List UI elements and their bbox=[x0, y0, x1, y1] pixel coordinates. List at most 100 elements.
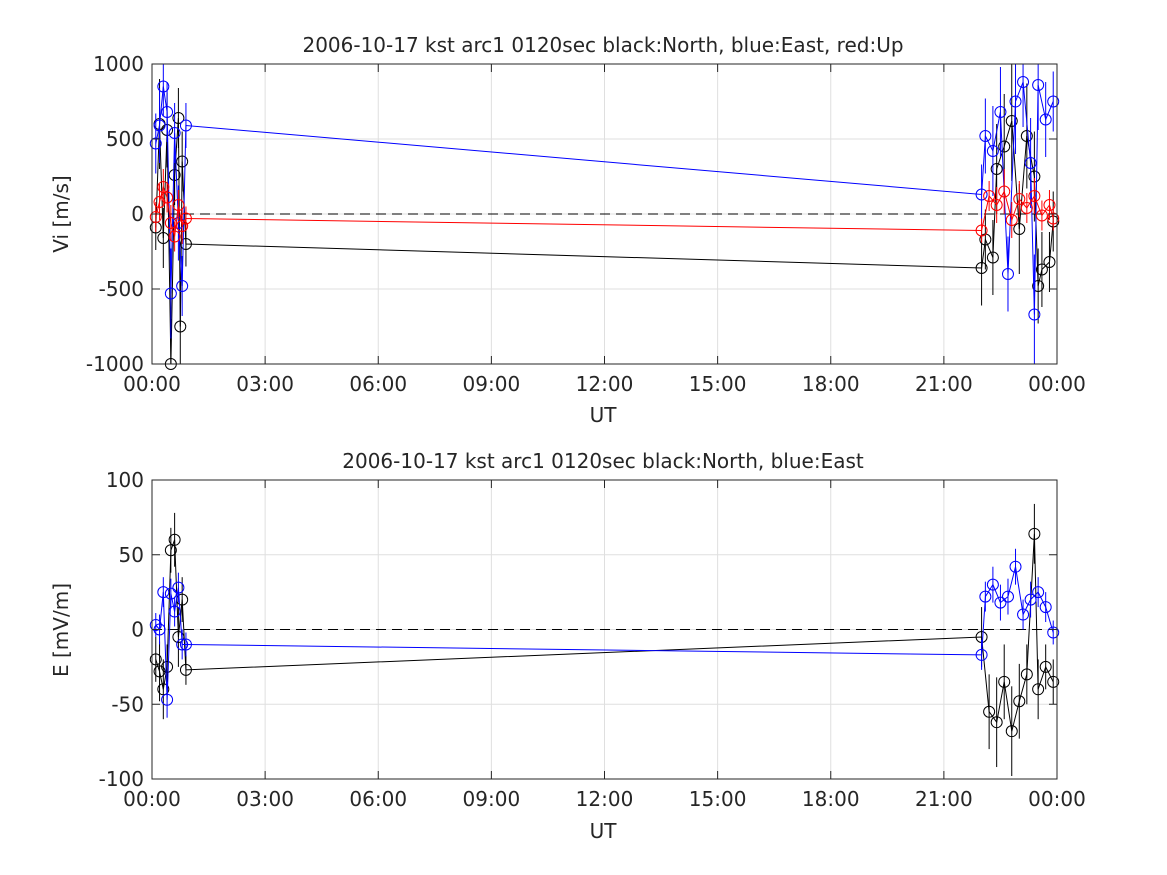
e-x-tick-label: 09:00 bbox=[463, 787, 521, 811]
e-series-north-point bbox=[149, 653, 162, 666]
vi-series-up-point bbox=[161, 191, 174, 204]
vi-series-up-point bbox=[1028, 190, 1041, 202]
e-x-tick-label: 00:00 bbox=[1028, 787, 1086, 811]
vi-chart-title: 2006-10-17 kst arc1 0120sec black:North,… bbox=[302, 33, 903, 57]
vi-y-tick-label: 0 bbox=[131, 202, 144, 226]
vi-x-tick-label: 03:00 bbox=[236, 372, 294, 396]
e-x-tick-label: 03:00 bbox=[236, 787, 294, 811]
vi-series-east-point bbox=[179, 119, 192, 132]
e-y-tick-label: 100 bbox=[106, 468, 144, 492]
vi-y-axis-label: Vi [m/s] bbox=[49, 175, 73, 252]
e-x-tick-label: 12:00 bbox=[576, 787, 634, 811]
e-series-north-point bbox=[1039, 660, 1052, 673]
vi-series-up-point bbox=[153, 196, 166, 208]
vi-series-north-point bbox=[1013, 223, 1026, 235]
e-series-east-point bbox=[994, 596, 1007, 609]
e-series-north-line bbox=[155, 533, 1054, 732]
vi-series-east-point bbox=[168, 127, 181, 139]
vi-series-east-point bbox=[1047, 95, 1060, 108]
vi-y-tick-label: -1000 bbox=[86, 352, 144, 376]
vi-x-tick-label: 12:00 bbox=[576, 372, 634, 396]
vi-series-east-point bbox=[164, 287, 177, 300]
vi-series-north-point bbox=[176, 155, 189, 168]
vi-series-up-point bbox=[179, 212, 192, 225]
e-series-north-point bbox=[153, 665, 166, 678]
vi-series-east-point bbox=[1001, 268, 1014, 280]
vi-series-north-point bbox=[1020, 130, 1033, 142]
vi-y-tick-label: -500 bbox=[99, 277, 144, 301]
vi-series-up-point bbox=[1047, 212, 1060, 225]
vi-x-tick-label: 18:00 bbox=[802, 372, 860, 396]
vi-series-up-point bbox=[990, 199, 1003, 211]
e-series-east-point bbox=[1017, 608, 1030, 621]
vi-x-tick-label: 00:00 bbox=[123, 372, 181, 396]
vi-x-tick-label: 15:00 bbox=[689, 372, 747, 396]
vi-x-axis-label: UT bbox=[590, 403, 618, 427]
vi-series-up-line bbox=[155, 185, 1054, 237]
e-series-north-point bbox=[990, 716, 1003, 729]
e-series-north-point bbox=[168, 533, 181, 546]
e-y-tick-label: -50 bbox=[111, 692, 144, 716]
vi-series-east-point bbox=[979, 130, 992, 142]
e-series-north-point bbox=[1005, 725, 1018, 738]
vi-series-north-point bbox=[179, 238, 192, 250]
vi-series-up-point bbox=[1035, 209, 1048, 222]
e-series-north-point bbox=[983, 705, 996, 718]
e-y-tick-label: 50 bbox=[119, 543, 144, 567]
e-series-east-point bbox=[1039, 601, 1052, 614]
e-series-east-point bbox=[975, 648, 988, 661]
e-x-tick-label: 15:00 bbox=[689, 787, 747, 811]
vi-panel: 2006-10-17 kst arc1 0120sec black:North,… bbox=[49, 33, 1086, 427]
vi-series-up bbox=[149, 169, 1060, 252]
e-series-east-point bbox=[168, 605, 181, 618]
vi-series-east-point bbox=[157, 80, 170, 93]
e-series-east-point bbox=[986, 578, 999, 591]
e-series-north-point bbox=[164, 544, 177, 557]
vi-series-up-point bbox=[149, 211, 162, 223]
e-field-panel: 2006-10-17 kst arc1 0120sec black:North,… bbox=[49, 449, 1086, 843]
vi-series-north-point bbox=[157, 232, 170, 244]
vi-series-north-point bbox=[975, 262, 988, 274]
e-series-east-point bbox=[172, 581, 185, 594]
e-x-tick-label: 00:00 bbox=[123, 787, 181, 811]
vi-x-tick-label: 09:00 bbox=[463, 372, 521, 396]
e-series-east-point bbox=[1032, 586, 1045, 599]
e-series-north-point bbox=[1032, 683, 1045, 696]
e-x-tick-label: 21:00 bbox=[915, 787, 973, 811]
vi-series-east bbox=[149, 64, 1060, 364]
vi-series-north-point bbox=[1032, 280, 1045, 292]
vi-series-east-point bbox=[1024, 157, 1037, 169]
vi-series-up-point bbox=[1013, 193, 1026, 205]
e-series-north-point bbox=[1028, 527, 1041, 540]
vi-series-up-point bbox=[176, 220, 189, 232]
vi-series-up-point bbox=[1005, 214, 1018, 226]
e-x-axis-label: UT bbox=[590, 819, 618, 843]
vi-series-east-point bbox=[149, 137, 162, 150]
e-x-tick-label: 18:00 bbox=[802, 787, 860, 811]
vi-series-up-point bbox=[983, 190, 996, 202]
vi-x-tick-label: 06:00 bbox=[349, 372, 407, 396]
vi-y-tick-label: 1000 bbox=[93, 52, 144, 76]
e-y-axis-label: E [mV/m] bbox=[49, 583, 73, 677]
vi-series-north-point bbox=[1005, 115, 1018, 127]
e-x-tick-label: 06:00 bbox=[349, 787, 407, 811]
e-series-east-point bbox=[149, 619, 162, 632]
vi-series-east-point bbox=[153, 119, 166, 132]
e-series-east-line bbox=[155, 566, 1054, 700]
vi-series-east-point bbox=[176, 280, 189, 292]
vi-series-up-point bbox=[168, 230, 181, 243]
vi-series-north-point bbox=[168, 169, 181, 181]
vi-x-tick-label: 21:00 bbox=[915, 372, 973, 396]
e-series-east-point bbox=[161, 693, 174, 706]
vi-series-up-point bbox=[172, 199, 185, 211]
e-series-east-point bbox=[1009, 560, 1022, 573]
vi-series-east-point bbox=[1009, 95, 1022, 108]
e-y-tick-label: 0 bbox=[131, 618, 144, 642]
vi-series-east-point bbox=[1039, 113, 1052, 126]
vi-series-up-point bbox=[1020, 202, 1033, 214]
vi-series-north-point bbox=[986, 251, 999, 264]
vi-series-north-point bbox=[174, 320, 187, 333]
e-series-north-point bbox=[998, 675, 1011, 688]
vi-x-tick-label: 00:00 bbox=[1028, 372, 1086, 396]
e-series-east-point bbox=[157, 586, 170, 599]
